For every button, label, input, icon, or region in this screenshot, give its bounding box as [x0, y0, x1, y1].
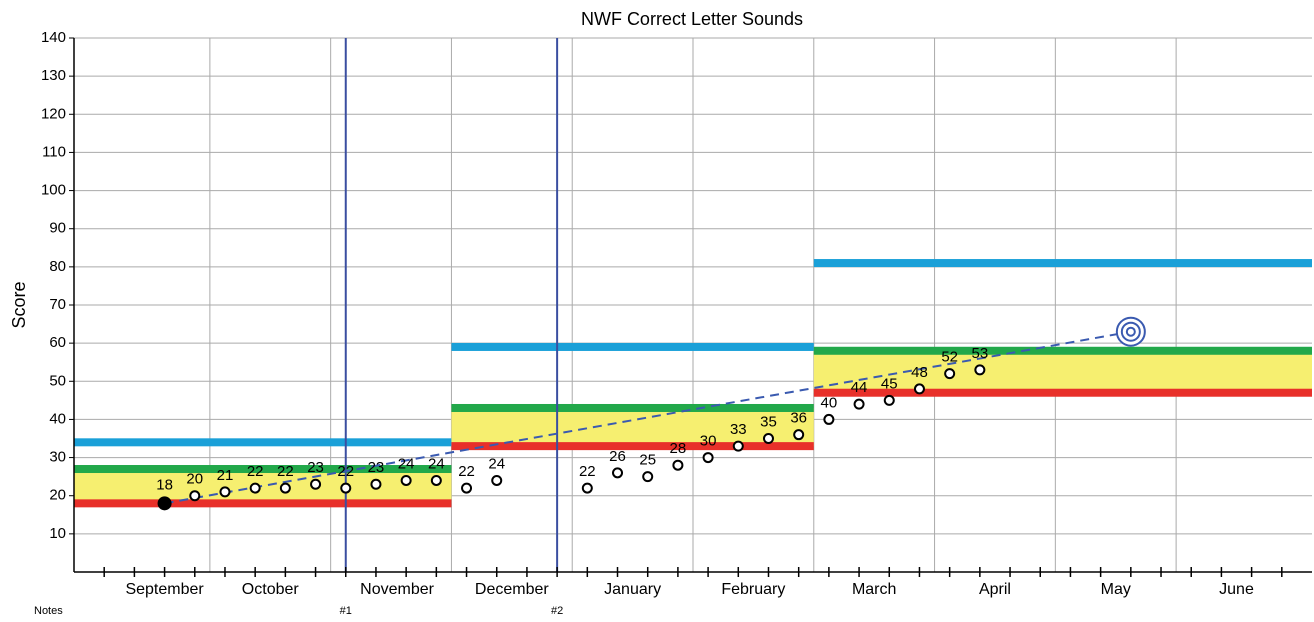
- goal-line: [813, 259, 1312, 268]
- phase-label: #1: [340, 605, 352, 617]
- data-point: [581, 482, 593, 494]
- high-line: [451, 403, 814, 412]
- data-label: 40: [821, 394, 838, 411]
- y-tick-label: 130: [41, 67, 66, 84]
- low-line: [74, 499, 452, 508]
- low-line: [813, 388, 1312, 397]
- data-point: [974, 364, 986, 376]
- goal-marker: [1125, 326, 1136, 337]
- data-label: 36: [790, 410, 807, 427]
- data-point: [400, 474, 412, 486]
- y-tick-label: 30: [49, 449, 66, 466]
- data-point: [702, 452, 714, 464]
- x-tick-label: October: [242, 581, 300, 598]
- x-tick-label: November: [360, 581, 434, 598]
- x-tick-label: February: [721, 581, 785, 598]
- data-label: 25: [639, 452, 656, 469]
- y-tick-label: 60: [49, 334, 66, 351]
- y-tick-label: 40: [49, 410, 66, 427]
- data-point: [189, 490, 201, 502]
- data-point: [279, 482, 291, 494]
- data-point: [732, 440, 744, 452]
- chart-title: NWF Correct Letter Sounds: [581, 9, 803, 29]
- data-point: [491, 474, 503, 486]
- data-point: [370, 478, 382, 490]
- data-point: [762, 433, 774, 444]
- x-tick-label: June: [1219, 581, 1254, 598]
- data-point: [340, 482, 352, 494]
- data-label: 24: [428, 455, 445, 472]
- data-point: [672, 459, 684, 471]
- x-tick-label: May: [1101, 581, 1131, 598]
- x-tick-label: April: [979, 581, 1011, 598]
- y-tick-label: 50: [49, 372, 66, 389]
- data-label: 22: [277, 463, 294, 480]
- goal-line: [451, 342, 814, 351]
- data-point: [913, 383, 925, 395]
- data-point: [883, 394, 895, 406]
- data-point: [612, 467, 624, 479]
- data-label: 52: [941, 349, 958, 366]
- data-label: 28: [670, 440, 687, 457]
- data-label: 24: [488, 455, 505, 472]
- data-label: 22: [247, 463, 264, 480]
- band-fill: [813, 350, 1312, 393]
- x-tick-label: March: [852, 581, 896, 598]
- notes-label: Notes: [34, 605, 63, 617]
- data-label: 18: [156, 476, 173, 493]
- data-label: 44: [851, 379, 868, 396]
- data-label: 53: [972, 345, 989, 362]
- data-point: [944, 368, 956, 380]
- data-point: [430, 474, 442, 486]
- y-tick-label: 120: [41, 105, 66, 122]
- goal-line: [74, 438, 452, 447]
- data-point: [823, 413, 835, 425]
- y-axis-label: Score: [9, 281, 29, 328]
- data-label: 22: [579, 463, 596, 480]
- y-tick-label: 110: [42, 143, 66, 160]
- phase-label: #2: [551, 605, 563, 617]
- data-label: 48: [911, 364, 928, 381]
- data-point: [461, 482, 473, 494]
- data-label: 24: [398, 455, 415, 472]
- x-tick-label: December: [475, 581, 549, 598]
- y-tick-label: 80: [49, 258, 66, 275]
- baseline-point: [157, 496, 172, 511]
- data-label: 23: [307, 459, 324, 476]
- data-point: [853, 398, 865, 410]
- data-label: 23: [368, 459, 385, 476]
- data-label: 45: [881, 375, 898, 392]
- low-line: [451, 442, 814, 451]
- data-label: 22: [458, 463, 475, 480]
- x-tick-label: January: [604, 581, 661, 598]
- high-line: [813, 346, 1312, 355]
- y-tick-label: 10: [49, 525, 66, 542]
- data-point: [249, 482, 261, 494]
- y-tick-label: 90: [49, 220, 66, 237]
- data-point: [793, 429, 805, 441]
- y-tick-label: 100: [41, 182, 66, 199]
- band-fill: [74, 469, 452, 504]
- data-label: 33: [730, 421, 747, 438]
- data-label: 22: [337, 463, 354, 480]
- x-tick-label: September: [125, 581, 204, 598]
- data-label: 21: [217, 467, 234, 484]
- trend-line: [164, 330, 1132, 505]
- data-label: 26: [609, 448, 626, 465]
- data-point: [310, 478, 322, 490]
- y-tick-label: 20: [49, 487, 66, 504]
- high-line: [74, 465, 452, 474]
- data-label: 35: [760, 413, 777, 430]
- y-tick-label: 140: [41, 29, 66, 46]
- data-point: [219, 486, 231, 498]
- y-tick-label: 70: [49, 296, 66, 313]
- data-point: [642, 471, 654, 483]
- band-fill: [451, 407, 814, 447]
- data-label: 30: [700, 433, 717, 450]
- data-label: 20: [186, 471, 203, 488]
